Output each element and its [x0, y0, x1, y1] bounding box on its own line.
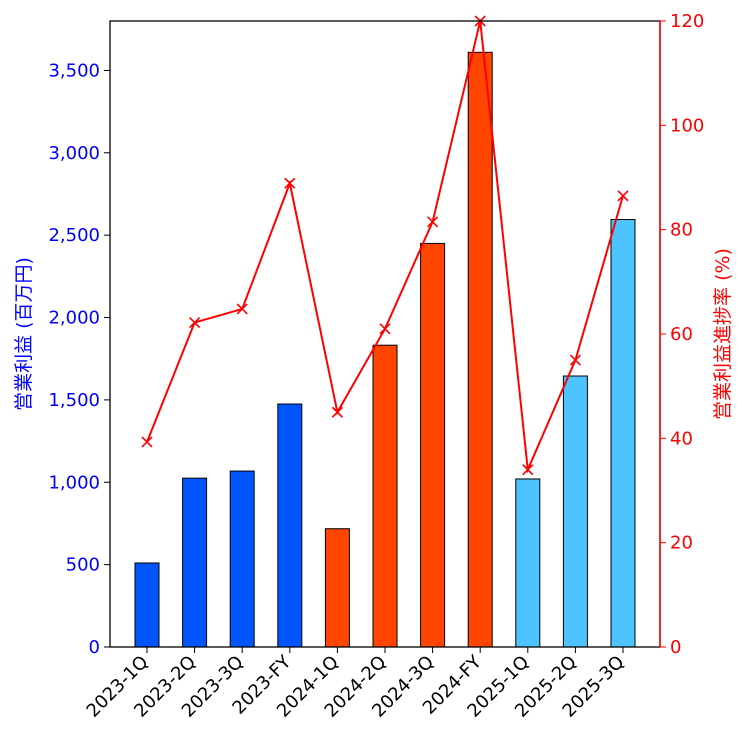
- line-marker-2025-1Q: [522, 464, 534, 476]
- right-axis-label: 営業利益進捗率 (%): [712, 248, 734, 420]
- left-tick-label: 1,500: [48, 390, 100, 411]
- right-tick-label: 0: [670, 637, 681, 658]
- line-series: [141, 15, 629, 476]
- left-axis-ticks: 0 500 1,000 1,500 2,000 2,500 3,000 3,500: [48, 60, 110, 658]
- bar-2023-3Q: [229, 470, 255, 648]
- line-marker-2023-3Q: [236, 303, 248, 315]
- left-tick-label: 0: [89, 637, 100, 658]
- left-tick-label: 1,000: [48, 472, 100, 493]
- line-marker-2025-2Q: [569, 354, 581, 366]
- bar-2025-3Q: [610, 219, 636, 648]
- left-tick-label: 2,000: [48, 308, 100, 329]
- right-tick-label: 20: [670, 533, 693, 554]
- right-tick-label: 60: [670, 324, 693, 345]
- bar-2023-2Q: [182, 477, 208, 648]
- line-marker-2024-2Q: [379, 323, 391, 335]
- bar-2024-3Q: [420, 242, 446, 648]
- right-axis-ticks: 0 20 40 60 80 100 120: [660, 11, 704, 658]
- left-tick-label: 3,000: [48, 143, 100, 164]
- bar-2023-FY: [277, 403, 303, 648]
- line-marker-2023-FY: [284, 177, 296, 189]
- left-axis-label: 営業利益 (百万円): [13, 257, 35, 411]
- line-marker-2024-3Q: [427, 216, 439, 228]
- x-axis-ticks: 2023-1Q2023-2Q2023-3Q2023-FY2024-1Q2024-…: [83, 647, 629, 722]
- bar-2024-2Q: [372, 344, 398, 648]
- left-tick-label: 2,500: [48, 225, 100, 246]
- line-marker-2023-1Q: [141, 436, 153, 448]
- right-tick-label: 80: [670, 220, 693, 241]
- right-tick-label: 120: [670, 11, 704, 32]
- bar-2025-2Q: [562, 375, 588, 648]
- bar-2023-1Q: [134, 562, 160, 648]
- right-tick-label: 100: [670, 115, 704, 136]
- line-marker-2023-2Q: [189, 316, 201, 329]
- bar-2024-FY: [467, 51, 493, 648]
- line-marker-2025-3Q: [617, 190, 629, 202]
- bar-series: [134, 51, 636, 648]
- bar-2025-1Q: [515, 478, 541, 648]
- left-tick-label: 500: [66, 555, 100, 576]
- right-tick-label: 40: [670, 428, 693, 449]
- left-tick-label: 3,500: [48, 60, 100, 81]
- line-marker-2024-1Q: [331, 406, 343, 418]
- bar-2024-1Q: [324, 528, 350, 648]
